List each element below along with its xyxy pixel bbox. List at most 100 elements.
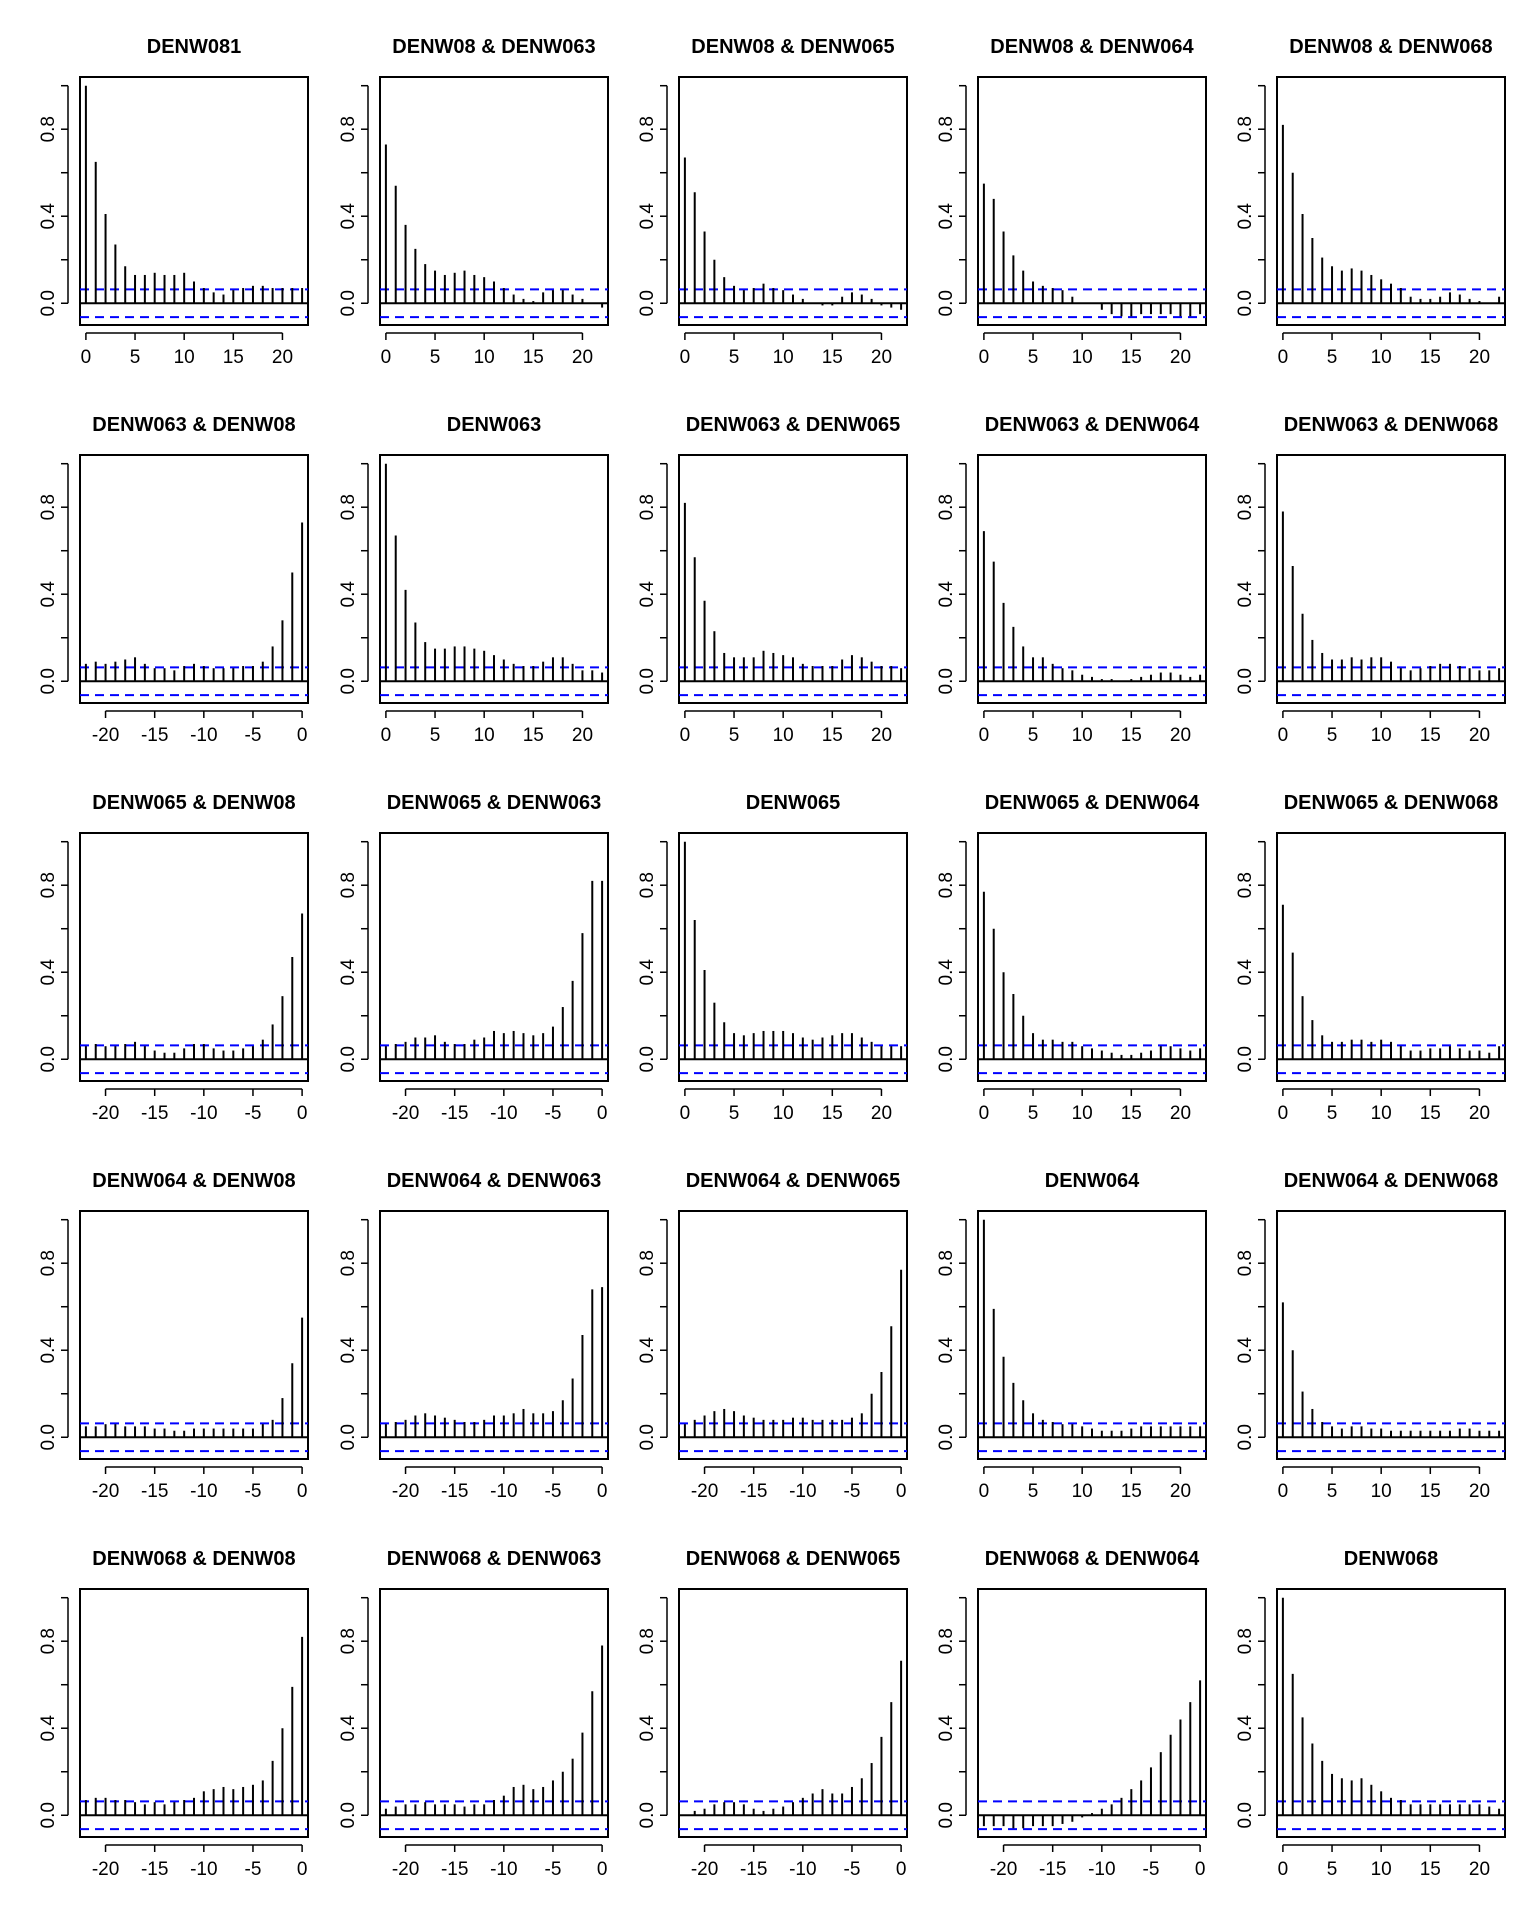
x-tick-label: 15	[822, 725, 843, 746]
y-tick-label: 0.4	[936, 581, 957, 608]
x-tick-label: -10	[490, 1481, 517, 1502]
x-tick-label: 20	[1469, 725, 1490, 746]
y-tick-label: 0.0	[1235, 1046, 1256, 1072]
panel-title: DENW065	[746, 792, 840, 814]
x-tick-label: -20	[92, 725, 119, 746]
x-tick-label: 15	[1420, 725, 1441, 746]
y-tick-label: 0.4	[1235, 1715, 1256, 1742]
y-tick-label: 0.4	[1235, 1337, 1256, 1364]
plot-frame	[1276, 454, 1506, 704]
panel-title: DENW068 & DENW063	[387, 1548, 602, 1570]
panel-title: DENW068	[1344, 1548, 1438, 1570]
x-tick-label: 10	[773, 1103, 794, 1124]
x-tick-label: 20	[1469, 347, 1490, 368]
x-tick-label: 0	[1278, 347, 1289, 368]
plot-frame	[977, 454, 1207, 704]
x-tick-label: -15	[141, 1103, 168, 1124]
y-tick-label: 0.0	[38, 1802, 59, 1828]
plot-frame	[379, 1588, 609, 1838]
x-tick-label: 0	[1195, 1859, 1206, 1880]
x-tick-label: 0	[597, 1103, 608, 1124]
y-tick-label: 0.8	[38, 1250, 59, 1276]
y-tick-label: 0.4	[637, 203, 658, 230]
x-tick-label: 20	[871, 347, 892, 368]
x-tick-label: 5	[1028, 1481, 1039, 1502]
x-tick-label: 5	[1327, 1103, 1338, 1124]
x-tick-label: 10	[1072, 1103, 1093, 1124]
y-tick-label: 0.0	[936, 1802, 957, 1828]
y-tick-label: 0.4	[338, 959, 359, 986]
acf-panel: DENW063 0.0 0.4 0.8 0 5 10 15 20	[338, 414, 609, 746]
x-tick-label: -20	[92, 1859, 119, 1880]
plot-frame	[379, 832, 609, 1082]
x-tick-label: -5	[245, 725, 262, 746]
acf-panel: DENW064 0.0 0.4 0.8 0 5 10 15 20	[936, 1170, 1207, 1502]
x-tick-label: 10	[773, 347, 794, 368]
x-tick-label: 5	[430, 725, 441, 746]
y-tick-label: 0.0	[637, 1802, 658, 1828]
acf-panel: DENW068 & DENW064 0.0 0.4 0.8 -20 -15 -10 -5 0	[936, 1548, 1207, 1880]
x-tick-label: -5	[545, 1103, 562, 1124]
y-tick-label: 0.0	[1235, 290, 1256, 316]
y-tick-label: 0.8	[936, 1250, 957, 1276]
x-tick-label: 0	[597, 1481, 608, 1502]
x-tick-label: 20	[1469, 1859, 1490, 1880]
x-tick-label: -5	[844, 1481, 861, 1502]
x-tick-label: 0	[896, 1481, 907, 1502]
y-tick-label: 0.0	[338, 668, 359, 694]
y-tick-label: 0.8	[38, 494, 59, 520]
acf-panel: DENW065 & DENW063 0.0 0.4 0.8 -20 -15 -10 -5 0	[338, 792, 609, 1124]
x-tick-label: 10	[1371, 1859, 1392, 1880]
x-tick-label: -20	[392, 1859, 419, 1880]
x-tick-label: 10	[773, 725, 794, 746]
x-tick-label: 5	[729, 725, 740, 746]
plot-frame	[79, 1588, 309, 1838]
x-tick-label: 15	[1121, 347, 1142, 368]
x-tick-label: -5	[1143, 1859, 1160, 1880]
x-tick-label: 15	[223, 347, 244, 368]
x-tick-label: -20	[392, 1103, 419, 1124]
y-tick-label: 0.4	[38, 203, 59, 230]
y-tick-label: 0.0	[936, 668, 957, 694]
x-tick-label: -20	[92, 1481, 119, 1502]
panel-title: DENW064	[1045, 1170, 1140, 1192]
panel-title: DENW063 & DENW08	[92, 414, 295, 436]
x-tick-label: -20	[691, 1859, 718, 1880]
x-tick-label: 20	[871, 1103, 892, 1124]
x-tick-label: 15	[1121, 1103, 1142, 1124]
x-tick-label: 5	[1028, 1103, 1039, 1124]
x-tick-label: 0	[1278, 1859, 1289, 1880]
y-tick-label: 0.8	[38, 872, 59, 898]
y-tick-label: 0.0	[1235, 668, 1256, 694]
panel-title: DENW08 & DENW065	[691, 36, 894, 58]
y-tick-label: 0.8	[1235, 116, 1256, 142]
x-tick-label: 0	[979, 725, 990, 746]
x-tick-label: 0	[979, 347, 990, 368]
plot-frame	[977, 1210, 1207, 1460]
panel-title: DENW063	[447, 414, 541, 436]
acf-panel: DENW065 0.0 0.4 0.8 0 5 10 15 20	[637, 792, 908, 1124]
x-tick-label: 10	[474, 725, 495, 746]
x-tick-label: 0	[297, 725, 308, 746]
acf-panel: DENW068 & DENW065 0.0 0.4 0.8 -20 -15 -10 -5 0	[637, 1548, 908, 1880]
acf-panel: DENW08 & DENW064 0.0 0.4 0.8 0 5 10 15 20	[936, 36, 1207, 368]
y-tick-label: 0.4	[637, 959, 658, 986]
x-tick-label: 0	[1278, 725, 1289, 746]
y-tick-label: 0.8	[338, 494, 359, 520]
x-tick-label: 10	[174, 347, 195, 368]
panel-title: DENW064 & DENW068	[1284, 1170, 1499, 1192]
x-tick-label: -5	[545, 1859, 562, 1880]
y-tick-label: 0.8	[637, 494, 658, 520]
acf-panel: DENW081 0.0 0.4 0.8 0 5 10 15 20	[38, 36, 309, 368]
y-tick-label: 0.0	[338, 290, 359, 316]
y-tick-label: 0.4	[936, 959, 957, 986]
y-tick-label: 0.8	[1235, 494, 1256, 520]
x-tick-label: -20	[990, 1859, 1017, 1880]
x-tick-label: 0	[979, 1103, 990, 1124]
y-tick-label: 0.8	[1235, 1250, 1256, 1276]
x-tick-label: -15	[441, 1859, 468, 1880]
y-tick-label: 0.0	[637, 290, 658, 316]
plot-frame	[977, 1588, 1207, 1838]
y-tick-label: 0.0	[936, 1046, 957, 1072]
